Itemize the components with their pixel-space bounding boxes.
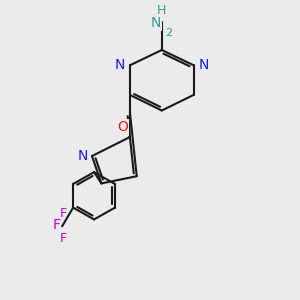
Text: N: N <box>151 16 161 31</box>
Text: O: O <box>117 120 128 134</box>
Text: H: H <box>157 4 167 17</box>
Text: N: N <box>199 58 209 72</box>
Text: 2: 2 <box>166 28 173 38</box>
Text: F: F <box>60 232 67 245</box>
Text: F: F <box>52 218 61 232</box>
Text: F: F <box>60 207 67 220</box>
Text: N: N <box>114 58 125 72</box>
Text: N: N <box>78 149 88 163</box>
